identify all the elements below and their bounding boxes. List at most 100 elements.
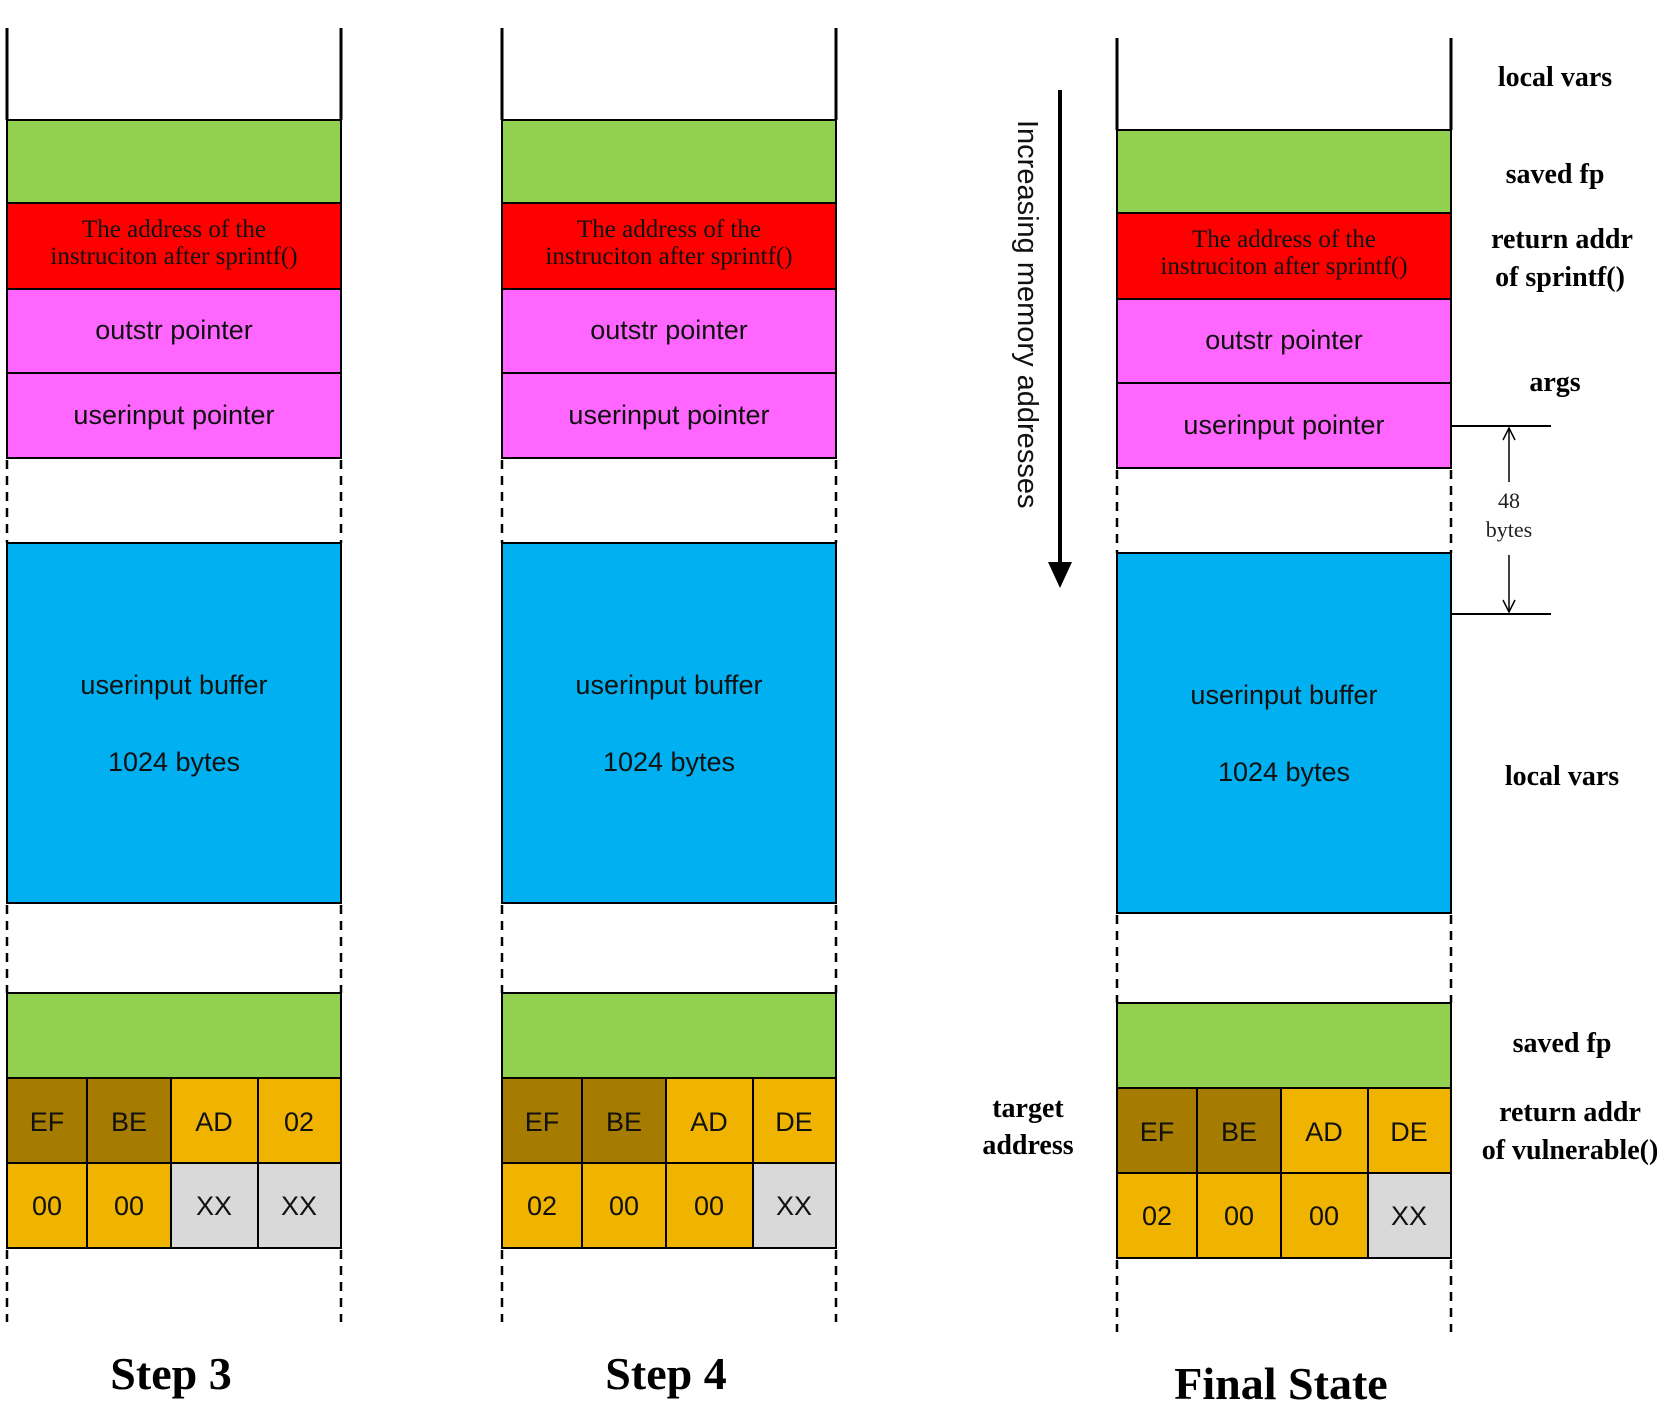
byte-value: AD bbox=[195, 1107, 233, 1137]
byte-cell bbox=[1196, 1087, 1282, 1174]
column-step3: The address of the instruciton after spr… bbox=[5, 28, 343, 1399]
byte-value: BE bbox=[606, 1107, 642, 1137]
byte-cell bbox=[257, 1077, 342, 1164]
userinput-buffer-label: userinput buffer bbox=[575, 670, 762, 700]
userinput-pointer-block bbox=[6, 372, 342, 459]
return-address-text-line1: The address of the bbox=[1192, 226, 1376, 253]
byte-cell bbox=[752, 1077, 837, 1164]
byte-cell bbox=[1196, 1172, 1282, 1259]
outstr-pointer-block bbox=[1116, 298, 1452, 384]
byte-value: BE bbox=[1221, 1117, 1257, 1147]
column-step4: The address of the instruciton after spr… bbox=[500, 28, 838, 1399]
return-address-block bbox=[501, 202, 837, 290]
byte-value: EF bbox=[525, 1107, 560, 1137]
byte-value: 02 bbox=[284, 1107, 314, 1137]
byte-row-2: 00 00 XX XX bbox=[6, 1162, 342, 1249]
byte-value: 00 bbox=[32, 1191, 62, 1221]
byte-cell bbox=[1367, 1087, 1452, 1174]
byte-cell bbox=[6, 1077, 88, 1164]
label-return-addr-vulnerable-line2: of vulnerable() bbox=[1482, 1135, 1659, 1166]
byte-value: DE bbox=[1390, 1117, 1428, 1147]
byte-cell bbox=[665, 1077, 754, 1164]
byte-cell bbox=[170, 1077, 259, 1164]
label-return-addr-vulnerable-line1: return addr bbox=[1499, 1097, 1641, 1128]
memory-direction-arrow: Increasing memory addresses bbox=[1011, 90, 1072, 588]
label-saved-fp-top: saved fp bbox=[1506, 159, 1605, 190]
saved-fp-block bbox=[1116, 129, 1452, 214]
userinput-pointer-label: userinput pointer bbox=[73, 400, 274, 430]
saved-fp-block bbox=[6, 119, 342, 204]
byte-value: DE bbox=[775, 1107, 813, 1137]
return-address-block bbox=[6, 202, 342, 290]
byte-row-2: 02 00 00 XX bbox=[1116, 1172, 1452, 1259]
return-address-text-line2: instruciton after sprintf() bbox=[50, 243, 297, 270]
byte-value: XX bbox=[776, 1191, 812, 1221]
byte-value: 00 bbox=[1309, 1201, 1339, 1231]
userinput-buffer-size: 1024 bytes bbox=[603, 747, 735, 777]
outstr-pointer-block bbox=[6, 288, 342, 374]
gap-size-unit: bytes bbox=[1486, 517, 1532, 542]
byte-value: AD bbox=[690, 1107, 728, 1137]
byte-value: 02 bbox=[1142, 1201, 1172, 1231]
column-caption: Step 3 bbox=[110, 1348, 231, 1399]
userinput-pointer-block bbox=[501, 372, 837, 459]
byte-cell bbox=[257, 1162, 342, 1249]
userinput-buffer-size: 1024 bytes bbox=[108, 747, 240, 777]
dimension-arrow-up-icon bbox=[1502, 426, 1516, 441]
userinput-buffer-block bbox=[501, 542, 837, 904]
return-address-block bbox=[1116, 212, 1452, 300]
outstr-pointer-block bbox=[501, 288, 837, 374]
byte-cell bbox=[1280, 1172, 1369, 1259]
side-labels: local vars saved fp return addr of sprin… bbox=[982, 62, 1658, 1166]
return-address-text-line1: The address of the bbox=[82, 216, 266, 243]
label-local-vars-mid: local vars bbox=[1505, 761, 1619, 792]
gap-size-value: 48 bbox=[1498, 488, 1520, 513]
arrow-head-icon bbox=[1048, 562, 1072, 588]
byte-value: 00 bbox=[609, 1191, 639, 1221]
label-return-addr-sprintf-line1: return addr bbox=[1491, 224, 1633, 255]
column-caption: Final State bbox=[1174, 1358, 1387, 1407]
byte-cell bbox=[1367, 1172, 1452, 1259]
gap-dimension: 48 bytes bbox=[1451, 425, 1551, 615]
userinput-buffer-block bbox=[6, 542, 342, 904]
byte-cell bbox=[86, 1077, 172, 1164]
dimension-arrow-down-icon bbox=[1502, 599, 1516, 614]
byte-value: XX bbox=[196, 1191, 232, 1221]
byte-value: AD bbox=[1305, 1117, 1343, 1147]
label-local-vars-top: local vars bbox=[1498, 62, 1612, 93]
vulnerable-saved-fp-block bbox=[501, 992, 837, 1079]
outstr-pointer-label: outstr pointer bbox=[1205, 325, 1363, 355]
byte-value: 00 bbox=[114, 1191, 144, 1221]
return-address-text-line2: instruciton after sprintf() bbox=[1160, 253, 1407, 280]
label-target-address-line2: address bbox=[982, 1130, 1073, 1161]
label-args: args bbox=[1529, 367, 1580, 398]
label-saved-fp-bottom: saved fp bbox=[1513, 1028, 1612, 1059]
userinput-buffer-label: userinput buffer bbox=[1190, 680, 1377, 710]
userinput-buffer-label: userinput buffer bbox=[80, 670, 267, 700]
userinput-buffer-block bbox=[1116, 552, 1452, 914]
byte-value: BE bbox=[111, 1107, 147, 1137]
saved-fp-block bbox=[501, 119, 837, 204]
outstr-pointer-label: outstr pointer bbox=[95, 315, 253, 345]
vulnerable-saved-fp-block bbox=[1116, 1002, 1452, 1089]
byte-cell bbox=[1116, 1172, 1198, 1259]
userinput-pointer-label: userinput pointer bbox=[568, 400, 769, 430]
vulnerable-saved-fp-block bbox=[6, 992, 342, 1079]
byte-cell bbox=[752, 1162, 837, 1249]
byte-value: XX bbox=[281, 1191, 317, 1221]
byte-value: 00 bbox=[1224, 1201, 1254, 1231]
label-target-address-line1: target bbox=[992, 1093, 1064, 1124]
byte-value: EF bbox=[1140, 1117, 1175, 1147]
userinput-pointer-block bbox=[1116, 382, 1452, 469]
userinput-buffer-size: 1024 bytes bbox=[1218, 757, 1350, 787]
arrow-label: Increasing memory addresses bbox=[1011, 120, 1043, 508]
byte-cell bbox=[665, 1162, 754, 1249]
byte-row-2: 02 00 00 XX bbox=[501, 1162, 837, 1249]
byte-cell bbox=[1116, 1087, 1198, 1174]
byte-row-1: EF BE AD DE bbox=[501, 1077, 837, 1164]
byte-cell bbox=[170, 1162, 259, 1249]
return-address-text-line1: The address of the bbox=[577, 216, 761, 243]
outstr-pointer-label: outstr pointer bbox=[590, 315, 748, 345]
return-address-text-line2: instruciton after sprintf() bbox=[545, 243, 792, 270]
byte-row-1: EF BE AD DE bbox=[1116, 1087, 1452, 1174]
